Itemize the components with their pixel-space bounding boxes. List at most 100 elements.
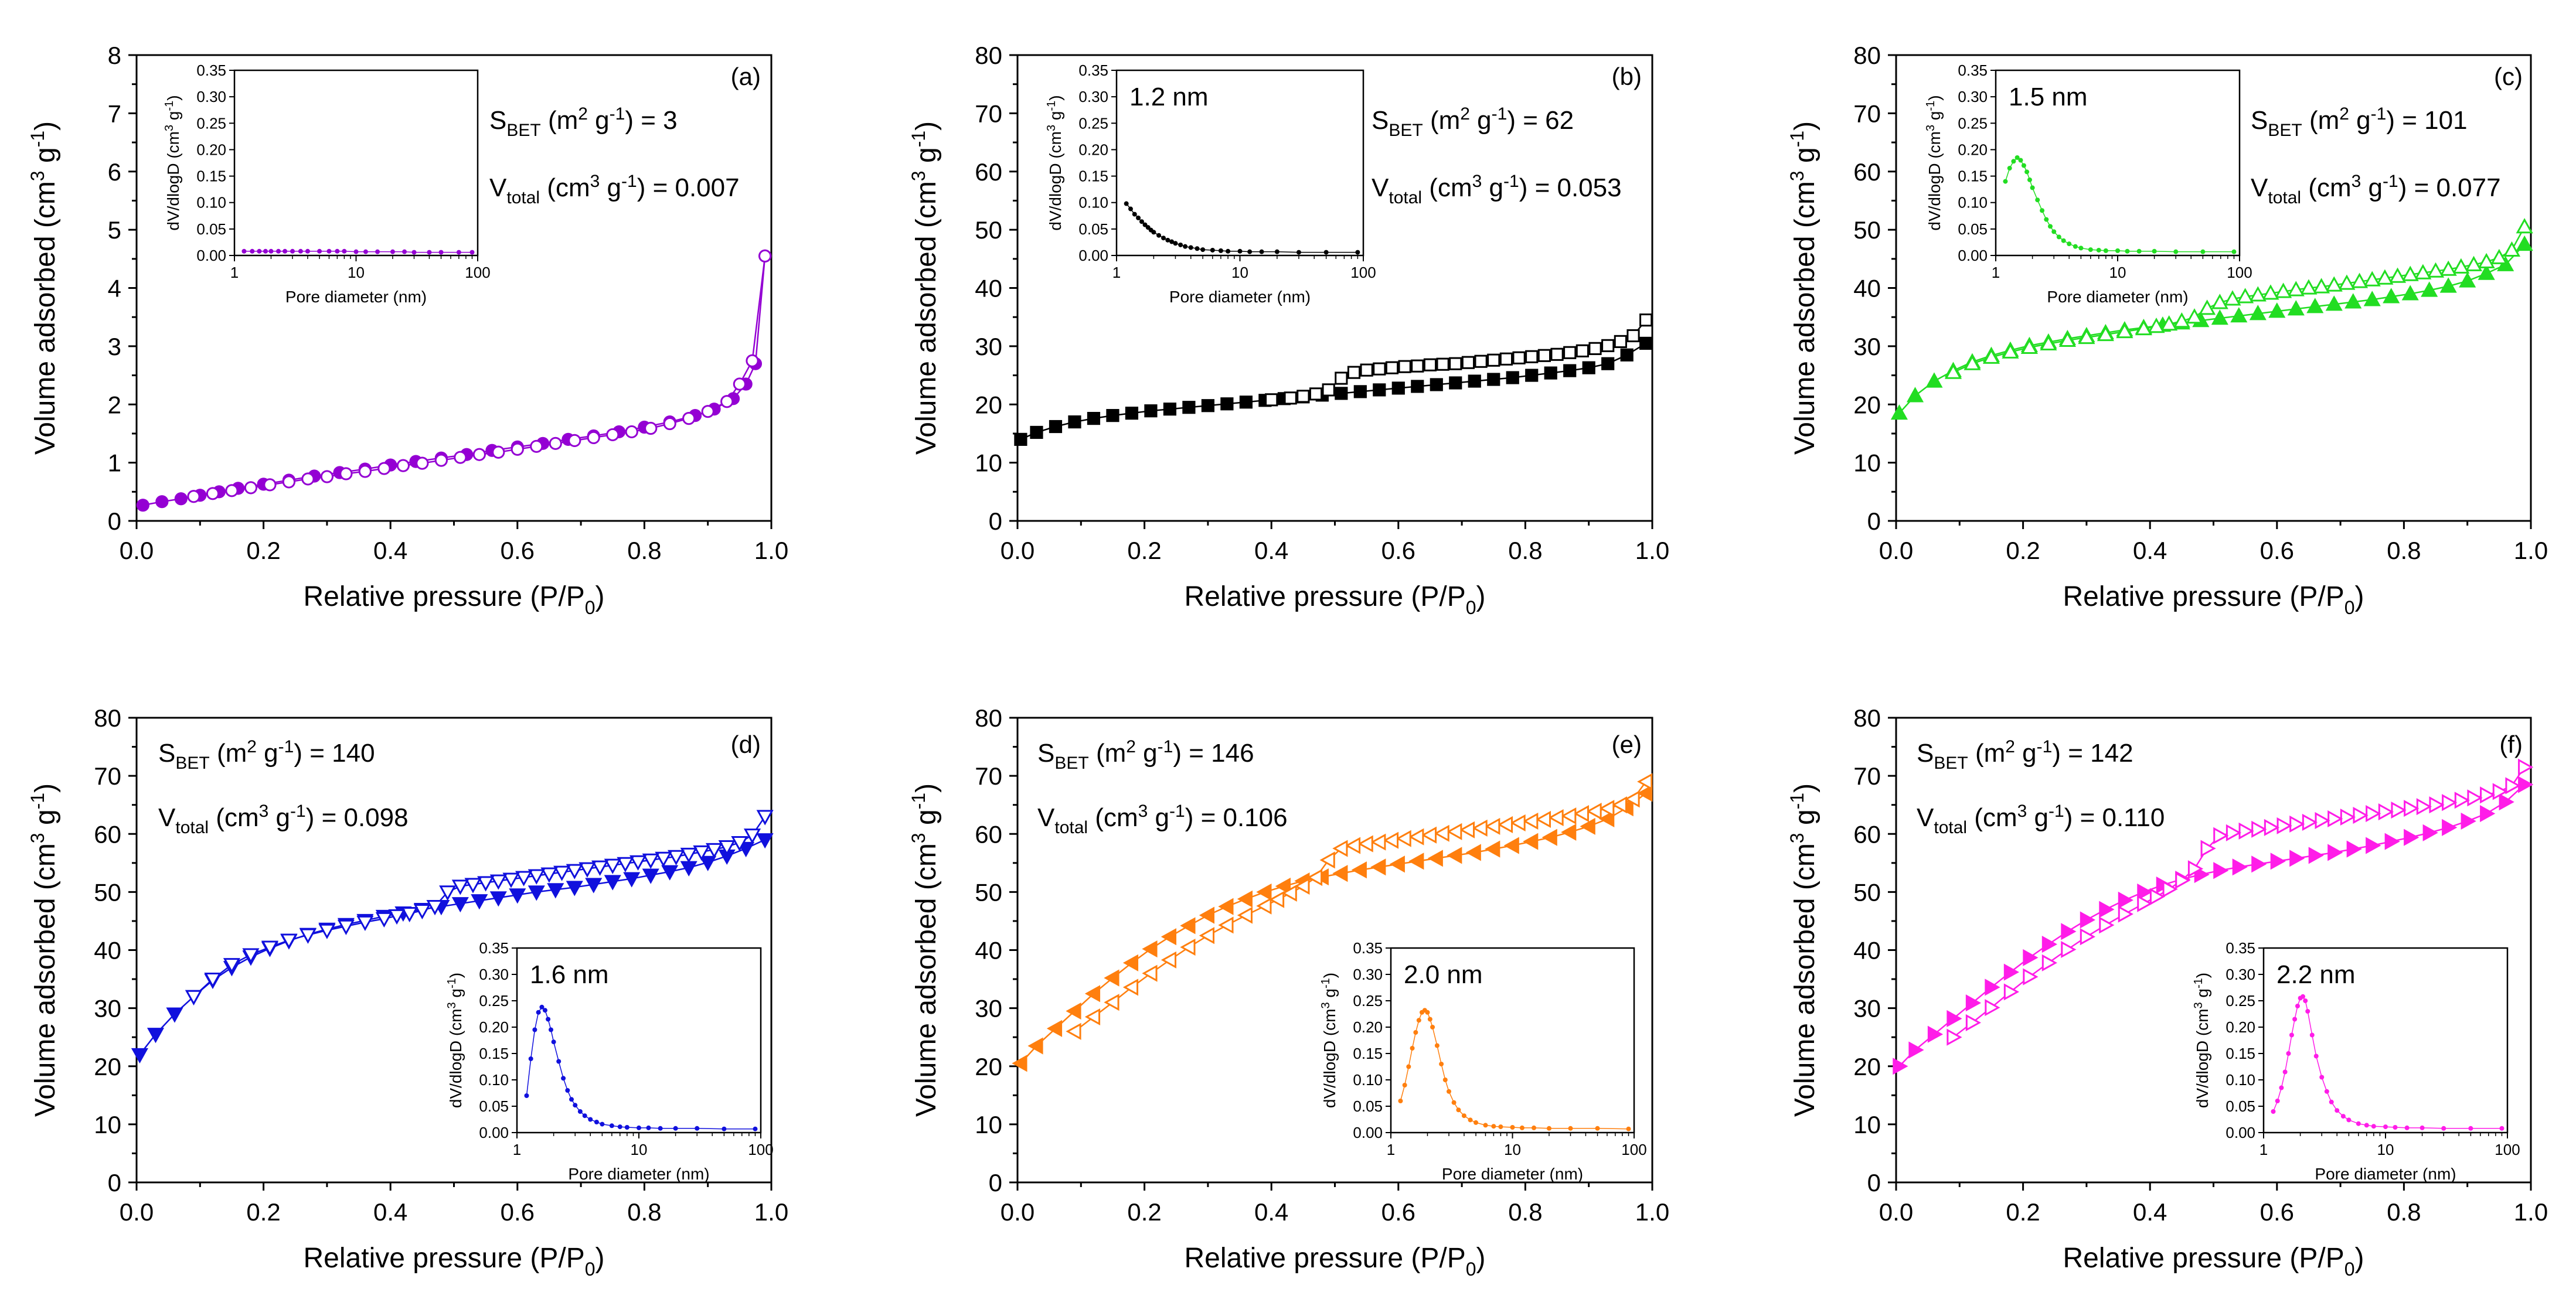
adsorption-point	[1468, 374, 1481, 388]
desorption-point	[377, 462, 391, 475]
adsorption-point	[2211, 309, 2228, 325]
y-axis-title: Volume adsorbed (cm3 g-1)	[908, 783, 942, 1117]
desorption-point	[1306, 869, 1323, 887]
panel-f: 0 10 20 30 40 50 60 70 80 0.0 0.2 0.4 0.6 0.8 1.0 Relat…	[1786, 704, 2548, 1280]
desorption-point	[454, 451, 467, 464]
desorption-point	[2097, 325, 2114, 342]
inset-psd-point	[2292, 1017, 2298, 1022]
inset-peak-label: 2.0 nm	[1404, 960, 1483, 989]
desorption-point	[720, 395, 734, 408]
desorption-point	[2378, 803, 2394, 821]
desorption-point	[1461, 356, 1475, 369]
adsorption-point	[1125, 407, 1139, 420]
inset-y-tick-label: 0.30	[1353, 966, 1383, 983]
y-tick-label: 20	[94, 1053, 121, 1080]
inset-d: 0.00 0.05 0.10 0.15 0.20 0.25 0.30 0.35 1 10 100 Po…	[445, 939, 774, 1183]
desorption-point	[1982, 348, 2000, 364]
y-tick-label: 40	[94, 937, 121, 964]
x-tick-label: 1.0	[2514, 1198, 2548, 1226]
panel-b: 0 10 20 30 40 50 60 70 80 0.0 0.2 0.4 0.6 0.8 1.0 Relat…	[908, 42, 1669, 618]
y-tick-label: 0	[989, 1169, 1002, 1196]
inset-psd-point	[2061, 238, 2066, 243]
adsorption-point	[1430, 378, 1443, 391]
adsorption-point	[1370, 858, 1386, 876]
inset-psd-point	[551, 1039, 556, 1045]
inset-psd-point	[1519, 1125, 1524, 1130]
adsorption-point	[699, 855, 717, 871]
inset-x-tick-label: 1	[230, 264, 239, 281]
desorption-point	[375, 912, 393, 928]
inset-y-tick-label: 0.10	[479, 1071, 509, 1089]
inset-y-tick-label: 0.10	[1078, 194, 1108, 212]
adsorption-point	[2099, 901, 2115, 918]
desorption-point	[242, 948, 260, 964]
sbet-annotation: SBET (m2 g-1) = 101	[2251, 104, 2468, 140]
inset-psd-point	[565, 1088, 570, 1093]
inset-psd-point	[1161, 236, 1166, 241]
x-tick-label: 1.0	[754, 1198, 788, 1226]
x-tick-label: 0.8	[1508, 1198, 1542, 1226]
x-tick-label: 0.6	[2260, 1198, 2294, 1226]
adsorption-point	[1620, 348, 1634, 362]
adsorption-point	[756, 833, 774, 849]
inset-psd-point	[1169, 239, 1175, 244]
inset-psd-point	[1491, 1124, 1496, 1129]
inset-y-tick-label: 0.05	[1958, 220, 1988, 238]
inset-psd-point	[2014, 155, 2020, 160]
desorption-point	[2237, 288, 2254, 304]
inset-psd-point	[2125, 248, 2130, 254]
inset-psd-point	[2393, 1125, 2398, 1130]
desorption-point	[1637, 773, 1653, 790]
desorption-point	[1383, 831, 1399, 849]
y-tick-label: 0	[108, 507, 121, 535]
inset-psd-point	[257, 248, 262, 254]
adsorption-point	[2401, 285, 2419, 301]
inset-x-axis-title: Pore diameter (nm)	[1169, 288, 1311, 306]
adsorption-point	[1220, 397, 1234, 411]
adsorption-point	[547, 883, 564, 899]
inset-y-tick-label: 0.20	[2225, 1018, 2255, 1036]
desorption-point	[2187, 860, 2204, 878]
inset-psd-point	[305, 248, 310, 254]
desorption-point	[1180, 938, 1196, 956]
x-tick-label: 0.2	[1127, 537, 1161, 564]
adsorption-point	[2306, 298, 2324, 313]
inset-y-tick-label: 0.20	[1958, 141, 1988, 158]
inset-y-tick-label: 0.35	[1353, 939, 1383, 957]
inset-psd-point	[250, 248, 255, 254]
adsorption-point	[566, 881, 583, 896]
inset-psd-point	[2030, 185, 2035, 190]
inset-y-tick-label: 0.20	[1078, 141, 1108, 158]
desorption-point	[472, 448, 486, 461]
inset-psd-point	[2468, 1126, 2473, 1131]
inset-psd-point	[753, 1126, 758, 1131]
adsorption-point	[2516, 235, 2533, 251]
y-tick-label: 10	[94, 1111, 121, 1138]
inset-psd-point	[1439, 1062, 1444, 1066]
inset-psd-point	[427, 250, 432, 255]
adsorption-line	[1898, 244, 2526, 414]
inset-psd-point	[2275, 1099, 2280, 1103]
desorption-point	[396, 459, 410, 472]
inset-psd-point	[569, 1097, 574, 1102]
desorption-point	[644, 421, 658, 435]
adsorption-point	[1601, 357, 1615, 370]
desorption-point	[1497, 816, 1513, 833]
x-tick-label: 0.4	[2133, 1198, 2167, 1226]
desorption-point	[2200, 840, 2216, 857]
inset-psd-point	[456, 250, 461, 255]
inset-x-tick-label: 10	[631, 1141, 648, 1158]
desorption-point	[1373, 362, 1386, 376]
inset-y-tick-label: 0.00	[1353, 1124, 1383, 1141]
desorption-point	[2175, 872, 2191, 889]
desorption-point	[2503, 241, 2521, 257]
desorption-point	[604, 858, 621, 874]
adsorption-point	[136, 499, 149, 512]
inset-psd-point	[1136, 215, 1141, 220]
adsorption-point	[509, 888, 526, 904]
desorption-point	[2465, 255, 2483, 271]
adsorption-point	[1561, 823, 1577, 841]
x-axis-title: Relative pressure (P/P0)	[2063, 1243, 2364, 1280]
inset-psd-point	[2056, 234, 2061, 240]
desorption-point	[2224, 290, 2241, 306]
